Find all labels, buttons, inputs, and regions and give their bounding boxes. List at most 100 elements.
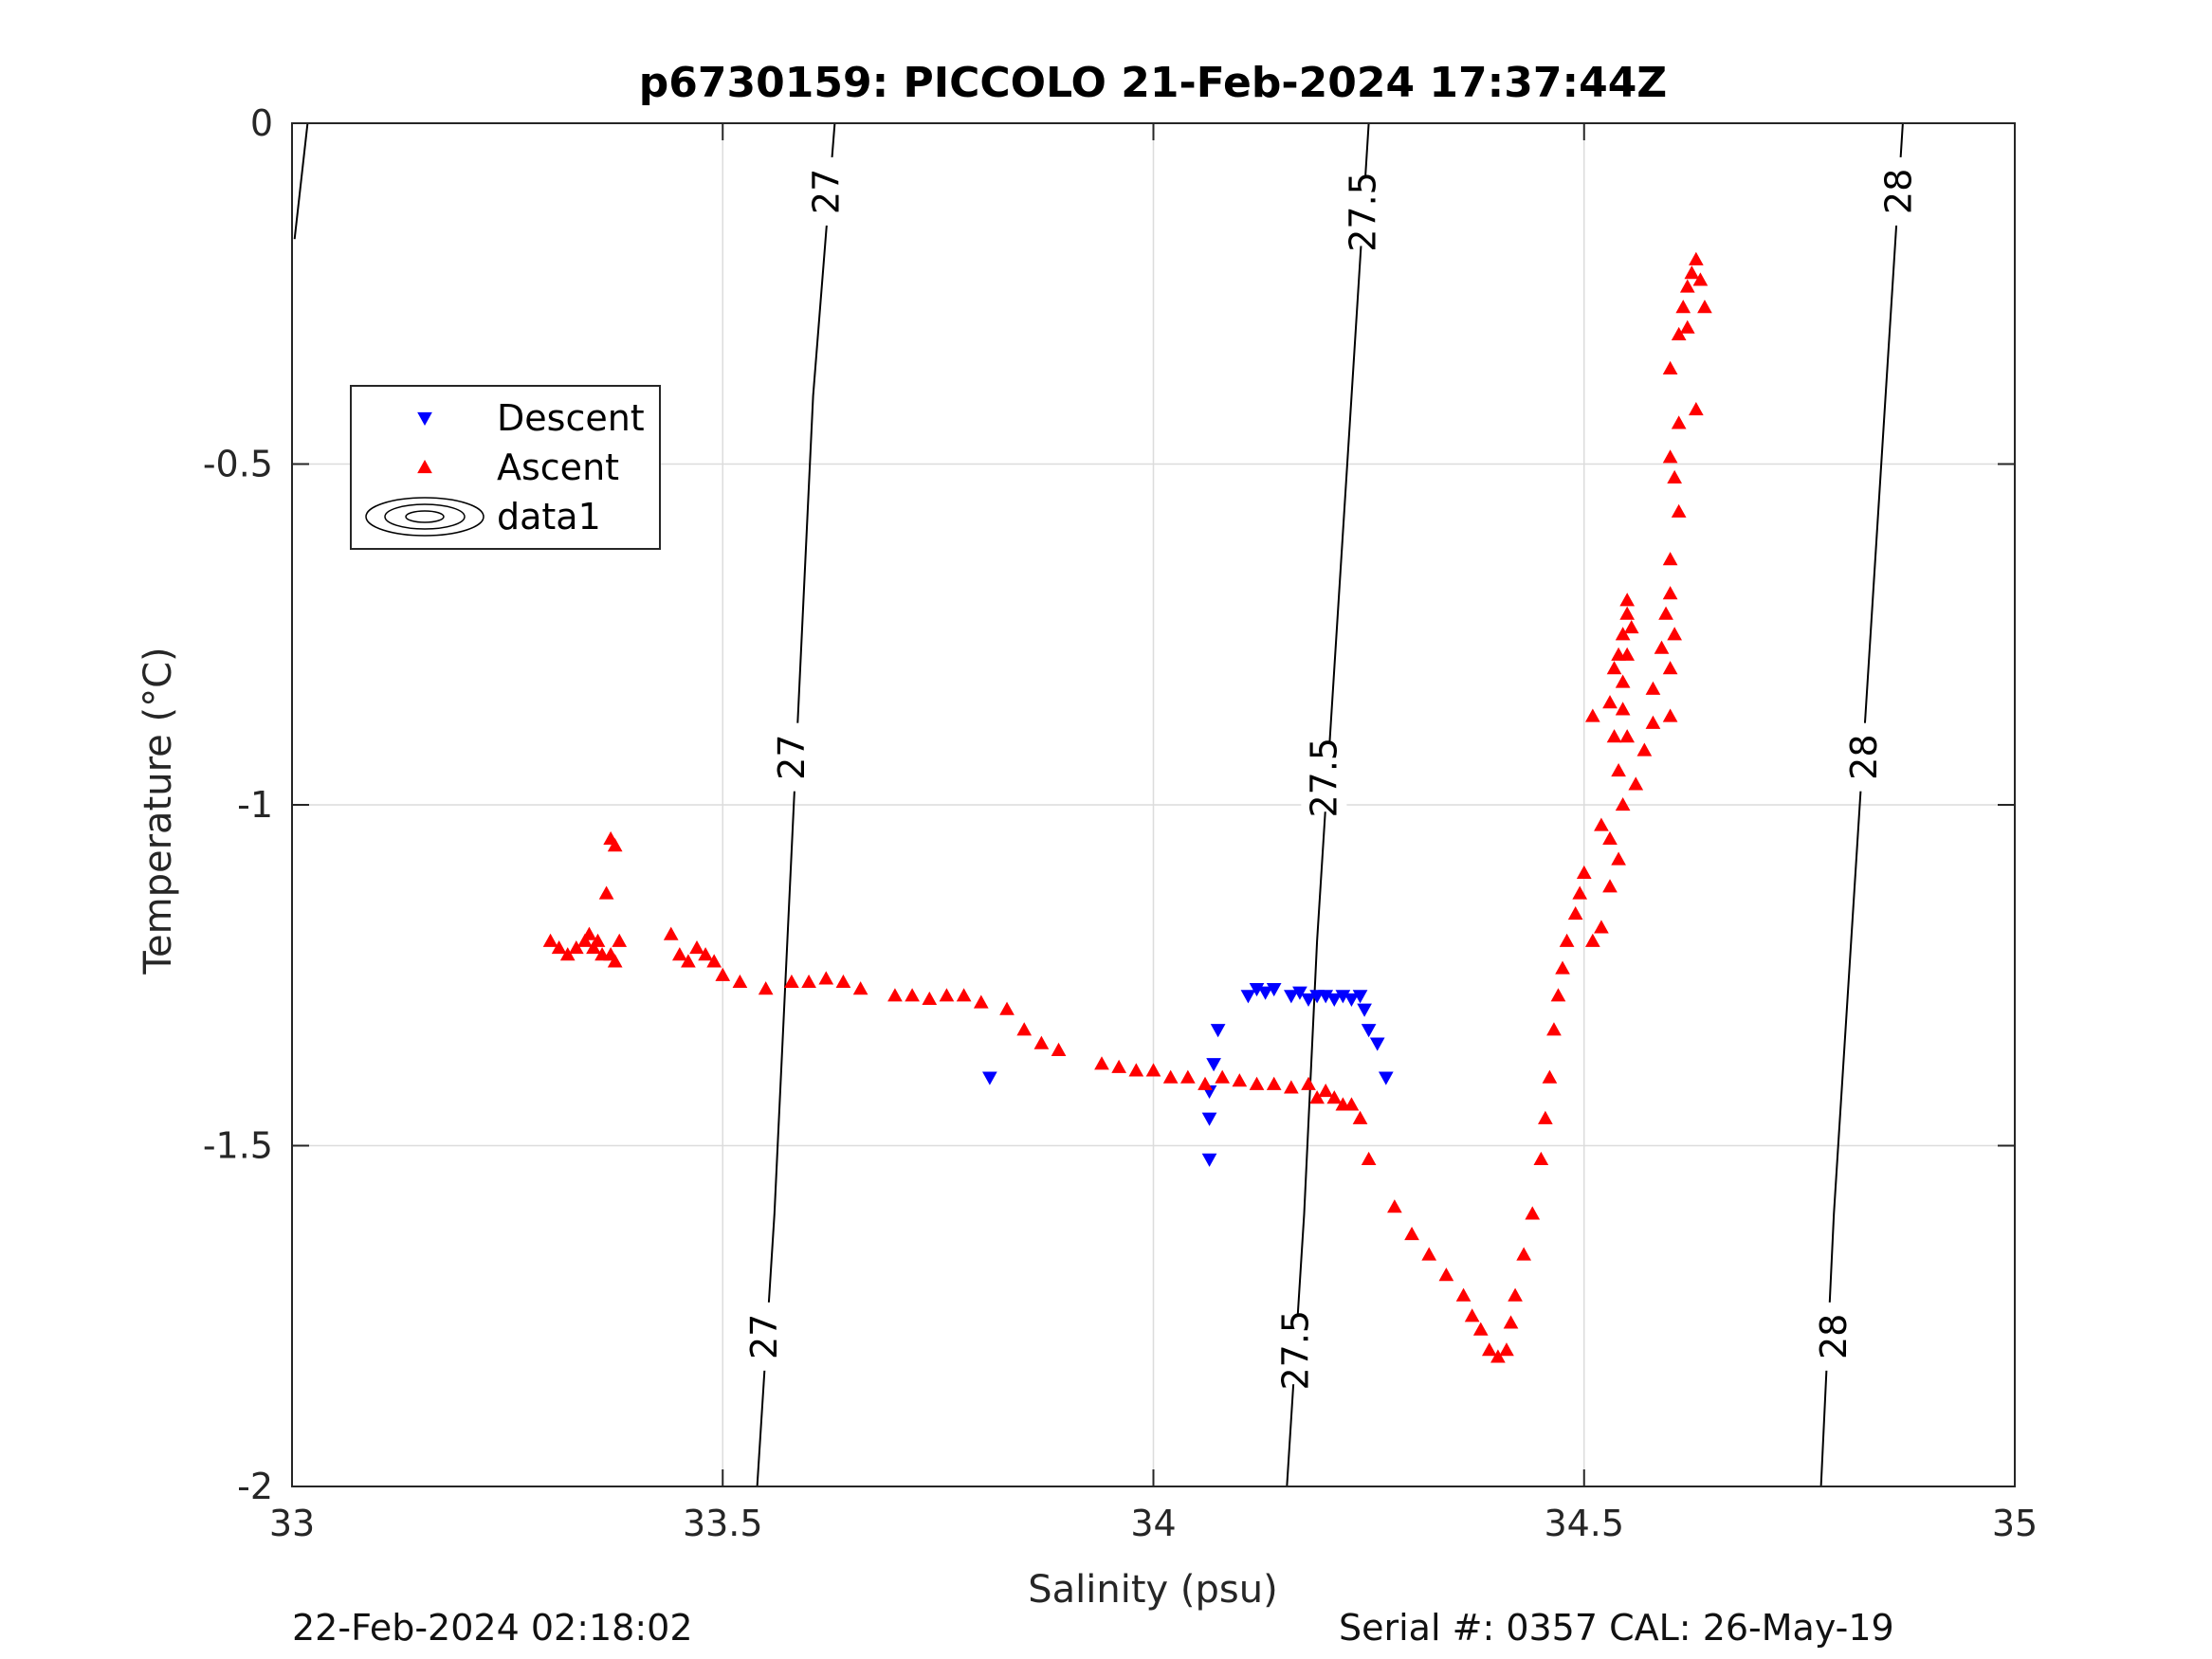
legend: Descent Ascent data1 (350, 385, 661, 550)
ascent-point (1662, 552, 1678, 566)
ascent-point (1572, 885, 1588, 900)
ascent-point (1266, 1076, 1282, 1090)
contour-label: 27.5 (1303, 738, 1344, 818)
x-axis-label: Salinity (psu) (1028, 1568, 1277, 1612)
ascent-point (758, 981, 774, 995)
ascent-point (1619, 606, 1636, 620)
ascent-point (1594, 817, 1609, 831)
ascent-point (1516, 1247, 1532, 1261)
ascent-point (612, 933, 628, 947)
ascent-point (939, 988, 955, 1002)
ascent-point (1179, 1069, 1196, 1084)
ascent-point (1033, 1035, 1050, 1049)
data-markers (542, 251, 1712, 1363)
ascent-point (1679, 319, 1695, 334)
descent-point (1378, 1071, 1394, 1085)
ascent-point (784, 974, 799, 989)
ascent-point (1318, 1083, 1334, 1098)
ascent-point (905, 988, 920, 1002)
ascent-point (1594, 920, 1609, 934)
contour-label-background (1875, 156, 1922, 226)
ascent-point (1309, 1090, 1325, 1104)
ascent-point (1550, 988, 1566, 1002)
density-contour-line (1819, 122, 1904, 1487)
ascent-point (1503, 1315, 1519, 1329)
ascent-point (1662, 449, 1678, 464)
descent-point (1361, 1024, 1377, 1038)
ascent-point (1508, 1287, 1523, 1302)
ascent-point (598, 885, 614, 900)
legend-descent-marker (417, 411, 432, 427)
descent-point (1201, 1153, 1217, 1167)
ascent-point (1671, 503, 1687, 518)
descent-point (1369, 1037, 1385, 1051)
ascent-point (581, 926, 597, 940)
legend-ascent-label: Ascent (497, 447, 619, 488)
ascent-point (1602, 879, 1618, 893)
ascent-point (1615, 796, 1631, 811)
ascent-point (956, 988, 972, 1002)
ascent-point (1684, 265, 1700, 280)
contour-label-background (803, 156, 850, 226)
ascent-point (1387, 1199, 1402, 1213)
ascent-point (1559, 933, 1575, 947)
ascent-point (1615, 627, 1631, 641)
ascent-point (689, 939, 704, 955)
ascent-point (1611, 851, 1626, 866)
footer-serial-cal: Serial #: 0357 CAL: 26-May-19 (1339, 1607, 1894, 1649)
legend-contour-icon (384, 503, 466, 530)
ascent-point (1645, 681, 1661, 695)
ascent-point (1490, 1349, 1506, 1363)
y-tick-label: -2 (237, 1466, 273, 1507)
ascent-point (1111, 1059, 1127, 1073)
ascent-point (706, 954, 722, 968)
ascent-point (1662, 586, 1678, 600)
ascent-point (1671, 415, 1687, 429)
ascent-point (1361, 1151, 1377, 1165)
ascent-point (715, 967, 731, 981)
legend-box (350, 385, 661, 550)
y-tick-label: -0.5 (203, 444, 273, 485)
ascent-point (1546, 1022, 1562, 1036)
contour-label: 27 (743, 1314, 785, 1359)
ascent-point (1284, 1080, 1299, 1094)
ascent-point (663, 926, 679, 940)
ascent-point (1692, 272, 1709, 286)
ascent-point (1249, 1076, 1265, 1090)
ascent-point (1615, 702, 1631, 716)
ascent-point (559, 947, 576, 961)
ascent-point (1542, 1069, 1558, 1084)
ascent-point (732, 974, 748, 989)
ascent-point (852, 981, 868, 995)
ascent-point (681, 954, 696, 968)
descent-point (1326, 993, 1343, 1007)
ascent-point (1619, 592, 1636, 607)
ascent-point (1352, 1110, 1368, 1124)
ascent-point (1619, 647, 1636, 661)
contour-label: 28 (1877, 169, 1919, 214)
ascent-point (590, 933, 606, 947)
ascent-point (1455, 1287, 1472, 1302)
contour-label-background (1841, 722, 1888, 792)
ascent-point (551, 939, 567, 955)
ascent-point (1438, 1267, 1454, 1282)
descent-point (1352, 990, 1368, 1004)
ascent-point (1344, 1097, 1360, 1111)
descent-point (1357, 1003, 1372, 1017)
x-tick-label: 34 (1130, 1503, 1176, 1544)
ascent-point (1602, 695, 1618, 709)
legend-descent-label: Descent (497, 397, 645, 439)
ascent-point (1481, 1342, 1497, 1357)
ascent-point (1611, 763, 1626, 777)
axes: 33 33.5 34 34.5 35 0 -0.5 -1 -1.5 -2 (203, 102, 2038, 1544)
contour-label-background (1301, 743, 1347, 812)
descent-point (1292, 986, 1307, 1000)
ascent-point (1197, 1076, 1213, 1090)
ascent-point (1623, 620, 1639, 634)
contour-label-background (1340, 177, 1386, 246)
descent-point (982, 1071, 997, 1085)
contour-label: 27 (771, 734, 813, 779)
ascent-point (1628, 776, 1644, 791)
ascent-point (973, 994, 989, 1009)
contour-label-background (1272, 1316, 1319, 1385)
